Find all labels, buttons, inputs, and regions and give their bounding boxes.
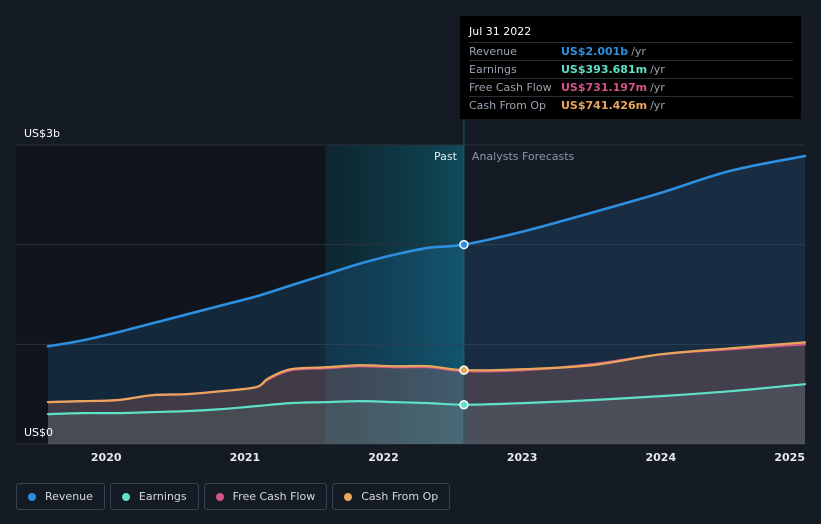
tooltip-row-revenue: Revenue US$2.001b /yr bbox=[469, 42, 793, 60]
tooltip-value: US$393.681m bbox=[561, 63, 648, 76]
tooltip-row-earnings: Earnings US$393.681m /yr bbox=[469, 60, 793, 78]
y-tick-label: US$3b bbox=[24, 127, 60, 140]
tooltip-label: Cash From Op bbox=[469, 99, 547, 112]
earnings-line bbox=[46, 383, 807, 416]
tooltip-unit: /yr bbox=[650, 63, 665, 76]
revenue-dot-icon bbox=[28, 492, 36, 501]
x-tick-label: 2023 bbox=[507, 451, 538, 464]
tooltip-value: US$731.197m bbox=[561, 81, 648, 94]
legend-item-free-cash-flow[interactable]: Free Cash Flow bbox=[203, 483, 328, 510]
free-cash-flow-dot-icon bbox=[215, 492, 224, 501]
tooltip-value: US$741.426m bbox=[561, 99, 648, 112]
tooltip-value: US$2.001b bbox=[561, 45, 629, 58]
revenue-marker bbox=[459, 239, 469, 250]
chart-markers bbox=[459, 239, 469, 410]
tooltip-unit: /yr bbox=[650, 99, 665, 112]
tooltip-label: Revenue bbox=[469, 45, 517, 58]
revenue-area bbox=[48, 155, 805, 445]
earnings-marker bbox=[459, 399, 469, 410]
tooltip-unit: /yr bbox=[631, 45, 646, 58]
legend-item-earnings[interactable]: Earnings bbox=[109, 483, 199, 510]
chart-background bbox=[16, 145, 464, 444]
chart-lines bbox=[46, 154, 807, 416]
x-tick-label: 2021 bbox=[230, 451, 261, 464]
tooltip-unit: /yr bbox=[650, 81, 665, 94]
chart-areas bbox=[48, 155, 805, 445]
tooltip-date: Jul 31 2022 bbox=[469, 25, 532, 38]
x-tick-label: 2022 bbox=[368, 451, 399, 464]
x-tick-label: 2020 bbox=[91, 451, 122, 464]
x-tick-label: 2024 bbox=[645, 451, 676, 464]
highlight-region bbox=[325, 145, 464, 444]
chart-grid bbox=[16, 144, 805, 445]
cash-from-op-area bbox=[48, 342, 805, 444]
free-cash-flow-area bbox=[48, 344, 805, 444]
cash-from-op-dot-icon bbox=[344, 492, 353, 501]
y-tick-label: US$0 bbox=[24, 426, 53, 439]
tooltip-label: Earnings bbox=[469, 63, 517, 76]
legend-item-cash-from-op[interactable]: Cash From Op bbox=[332, 483, 451, 510]
legend-label: Free Cash Flow bbox=[232, 490, 316, 503]
x-tick-label: 2025 bbox=[774, 451, 805, 464]
revenue-line bbox=[46, 154, 807, 348]
earnings-dot-icon bbox=[121, 492, 130, 501]
chart-axes: Past Analysts Forecasts US$3b US$0 2020 2021 2… bbox=[24, 120, 805, 464]
forecast-label: Analysts Forecasts bbox=[472, 150, 575, 163]
tooltip-row-cash-from-op: Cash From Op US$741.426m /yr bbox=[469, 96, 793, 114]
legend-label: Revenue bbox=[45, 490, 93, 503]
hover-tooltip: Jul 31 2022 Revenue US$2.001b /yr Earnin… bbox=[460, 16, 801, 119]
tooltip-row-free-cash-flow: Free Cash Flow US$731.197m /yr bbox=[469, 78, 793, 96]
past-label: Past bbox=[434, 150, 458, 163]
legend-item-revenue[interactable]: Revenue bbox=[16, 483, 105, 510]
legend-label: Cash From Op bbox=[361, 490, 439, 503]
cash-from-op-marker bbox=[459, 365, 469, 375]
tooltip-label: Free Cash Flow bbox=[469, 81, 552, 94]
chart-legend: Revenue Earnings Free Cash Flow Cash Fro… bbox=[16, 483, 451, 510]
cash-from-op-line bbox=[46, 341, 807, 404]
legend-label: Earnings bbox=[138, 490, 187, 503]
